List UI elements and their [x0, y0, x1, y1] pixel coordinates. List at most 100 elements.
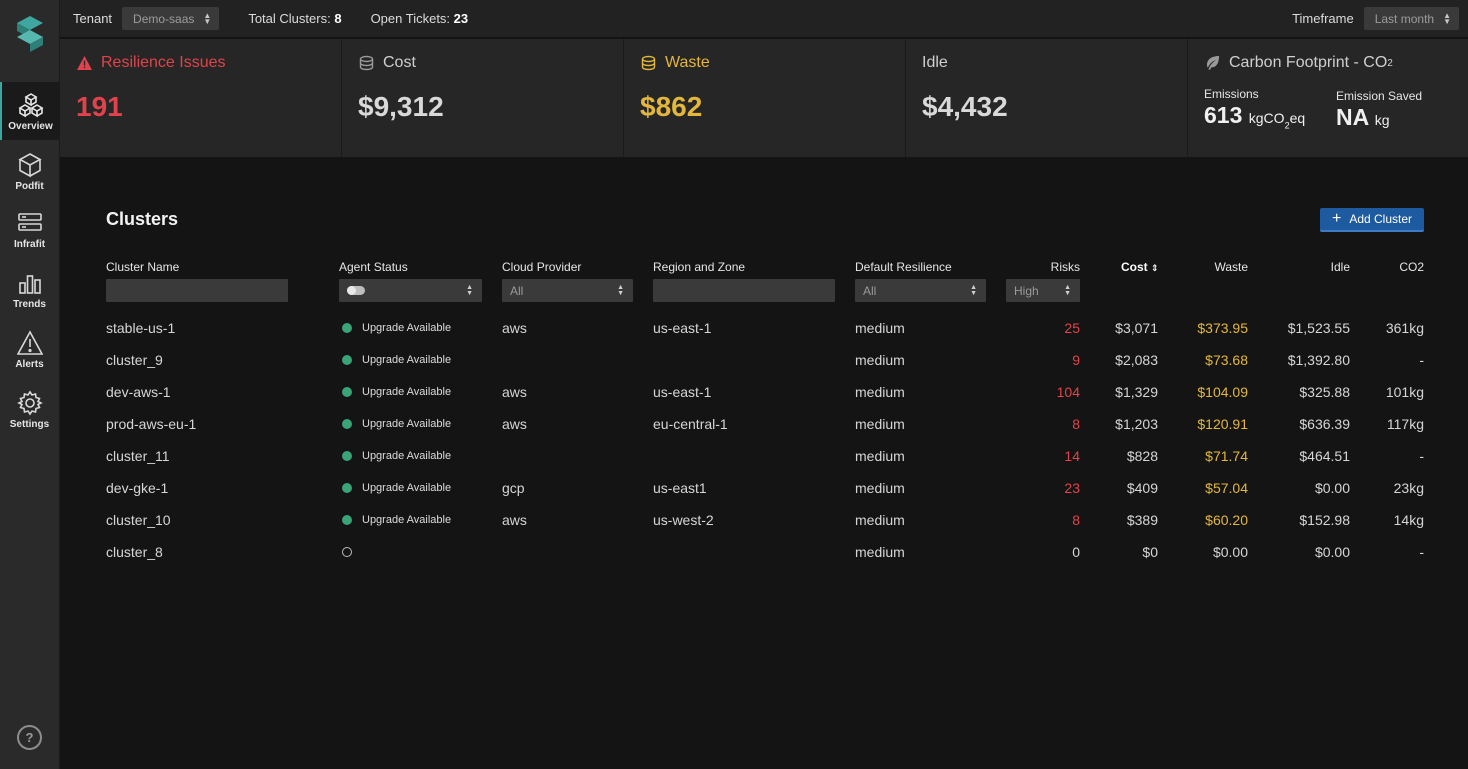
table-row[interactable]: cluster_10 Upgrade Available aws us-west… — [60, 504, 1468, 536]
emissions-unit-suffix: eq — [1289, 110, 1306, 126]
cost-card[interactable]: Cost $9,312 — [342, 39, 624, 157]
cloud-provider-filter-value: All — [510, 283, 524, 298]
column-header-waste[interactable]: Waste — [1214, 260, 1248, 274]
co2-value: 23kg — [1393, 480, 1424, 496]
carbon-card[interactable]: Carbon Footprint - CO 2 Emissions 613 kgC… — [1188, 39, 1468, 157]
app-logo-icon[interactable] — [14, 14, 46, 54]
cluster-name[interactable]: stable-us-1 — [106, 320, 176, 336]
risks-value[interactable]: 8 — [1072, 416, 1080, 432]
cost-value: $2,083 — [1115, 352, 1158, 368]
timeframe-select-value: Last month — [1374, 11, 1435, 26]
table-row[interactable]: dev-gke-1 Upgrade Available gcp us-east1… — [60, 472, 1468, 504]
default-resilience: medium — [855, 544, 905, 560]
emission-saved-value-group: NA kg — [1336, 104, 1468, 131]
table-row[interactable]: cluster_9 Upgrade Available medium 9 $2,… — [60, 344, 1468, 376]
column-header-co2[interactable]: CO2 — [1399, 260, 1424, 274]
table-row[interactable]: dev-aws-1 Upgrade Available aws us-east-… — [60, 376, 1468, 408]
idle-value: $1,523.55 — [1287, 320, 1350, 336]
default-resilience: medium — [855, 512, 905, 528]
server-icon — [17, 213, 42, 231]
cloud-provider-filter[interactable]: All ▲ ▼ — [502, 279, 633, 302]
sidebar-item-label: Trends — [13, 299, 46, 310]
idle-card[interactable]: Idle $4,432 — [906, 39, 1188, 157]
co2-value: - — [1419, 544, 1424, 560]
cluster-name[interactable]: cluster_8 — [106, 544, 163, 560]
cluster-name[interactable]: cluster_11 — [106, 448, 170, 464]
column-header-agent[interactable]: Agent Status — [339, 260, 408, 274]
idle-value: $0.00 — [1314, 480, 1350, 496]
risks-filter[interactable]: High ▲ ▼ — [1006, 279, 1080, 302]
risks-value[interactable]: 14 — [1064, 448, 1080, 464]
idle-value: $1,392.80 — [1287, 352, 1350, 368]
summary-cards: Resilience Issues 191 Cost $9,312 Waste … — [60, 39, 1468, 157]
risks-value[interactable]: 8 — [1072, 512, 1080, 528]
idle-card-value: $4,432 — [922, 91, 1008, 122]
waste-card[interactable]: Waste $862 — [624, 39, 906, 157]
cluster-name-filter-input[interactable] — [106, 279, 288, 302]
risks-value[interactable]: 23 — [1064, 480, 1080, 496]
resilience-card[interactable]: Resilience Issues 191 — [60, 39, 342, 157]
risks-value[interactable]: 9 — [1072, 352, 1080, 368]
sidebar-item-overview[interactable]: Overview — [0, 82, 59, 140]
table-row[interactable]: cluster_8 medium 0 $0 $0.00 $0.00 - — [60, 536, 1468, 568]
co2-value: 361kg — [1385, 320, 1424, 336]
resilience-filter[interactable]: All ▲ ▼ — [855, 279, 986, 302]
cost-value: $1,329 — [1115, 384, 1158, 400]
table-row[interactable]: cluster_11 Upgrade Available medium 14 $… — [60, 440, 1468, 472]
sidebar-item-trends[interactable]: Trends — [0, 260, 59, 318]
region: us-west-2 — [653, 512, 714, 528]
sidebar-item-podfit[interactable]: Podfit — [0, 142, 59, 200]
cluster-name[interactable]: cluster_9 — [106, 352, 163, 368]
timeframe-label: Timeframe — [1292, 11, 1354, 26]
sidebar-item-label: Alerts — [15, 359, 44, 370]
risks-value[interactable]: 25 — [1064, 320, 1080, 336]
region: us-east1 — [653, 480, 707, 496]
cost-card-value: $9,312 — [358, 91, 444, 122]
region-filter-input[interactable] — [653, 279, 835, 302]
column-header-resilience[interactable]: Default Resilience — [855, 260, 952, 274]
agent-status-filter[interactable]: ▲ ▼ — [339, 279, 482, 302]
cloud-provider: aws — [502, 416, 527, 432]
carbon-card-title-subscript: 2 — [1387, 57, 1393, 69]
column-header-name[interactable]: Cluster Name — [106, 260, 180, 274]
agent-status-text: Upgrade Available — [362, 322, 452, 334]
carbon-card-header: Carbon Footprint - CO 2 — [1204, 53, 1468, 73]
table-row[interactable]: prod-aws-eu-1 Upgrade Available aws eu-c… — [60, 408, 1468, 440]
help-icon[interactable]: ? — [17, 725, 42, 750]
resilience-card-header: Resilience Issues — [76, 53, 341, 73]
open-tickets-stat: Open Tickets: 23 — [371, 11, 469, 26]
region: us-east-1 — [653, 320, 712, 336]
timeframe-select[interactable]: Last month ▲ ▼ — [1363, 7, 1459, 30]
column-header-idle[interactable]: Idle — [1330, 260, 1350, 274]
tenant-select[interactable]: Demo-saas ▲ ▼ — [122, 7, 220, 30]
cluster-name[interactable]: dev-aws-1 — [106, 384, 171, 400]
region: us-east-1 — [653, 384, 712, 400]
column-header-cost[interactable]: Cost ⇕ — [1121, 260, 1159, 274]
agent-status-dot — [342, 515, 352, 525]
idle-value: $464.51 — [1299, 448, 1350, 464]
sidebar-item-settings[interactable]: Settings — [0, 380, 59, 438]
chevron-updown-icon: ▲ ▼ — [1443, 10, 1451, 26]
cluster-name[interactable]: prod-aws-eu-1 — [106, 416, 197, 432]
waste-value: $57.04 — [1205, 480, 1248, 496]
total-clusters-label: Total Clusters: — [248, 11, 331, 26]
toggle-icon — [347, 286, 365, 295]
column-header-risks[interactable]: Risks — [1050, 260, 1080, 274]
idle-value: $636.39 — [1299, 416, 1350, 432]
emissions-unit-subscript: 2 — [1284, 120, 1290, 131]
agent-status-text: Upgrade Available — [362, 386, 452, 398]
column-header-region[interactable]: Region and Zone — [653, 260, 746, 274]
cluster-name[interactable]: dev-gke-1 — [106, 480, 169, 496]
agent-status-dot — [342, 483, 352, 493]
risks-value[interactable]: 0 — [1072, 544, 1080, 560]
risks-value[interactable]: 104 — [1056, 384, 1080, 400]
column-header-cloud[interactable]: Cloud Provider — [502, 260, 582, 274]
add-cluster-button[interactable]: + Add Cluster — [1320, 208, 1424, 232]
default-resilience: medium — [855, 480, 905, 496]
cluster-name[interactable]: cluster_10 — [106, 512, 171, 528]
table-row[interactable]: stable-us-1 Upgrade Available aws us-eas… — [60, 312, 1468, 344]
agent-status-text: Upgrade Available — [362, 418, 452, 430]
sidebar-item-infrafit[interactable]: Infrafit — [0, 200, 59, 258]
cost-value: $0 — [1142, 544, 1158, 560]
sidebar-item-alerts[interactable]: Alerts — [0, 320, 59, 378]
